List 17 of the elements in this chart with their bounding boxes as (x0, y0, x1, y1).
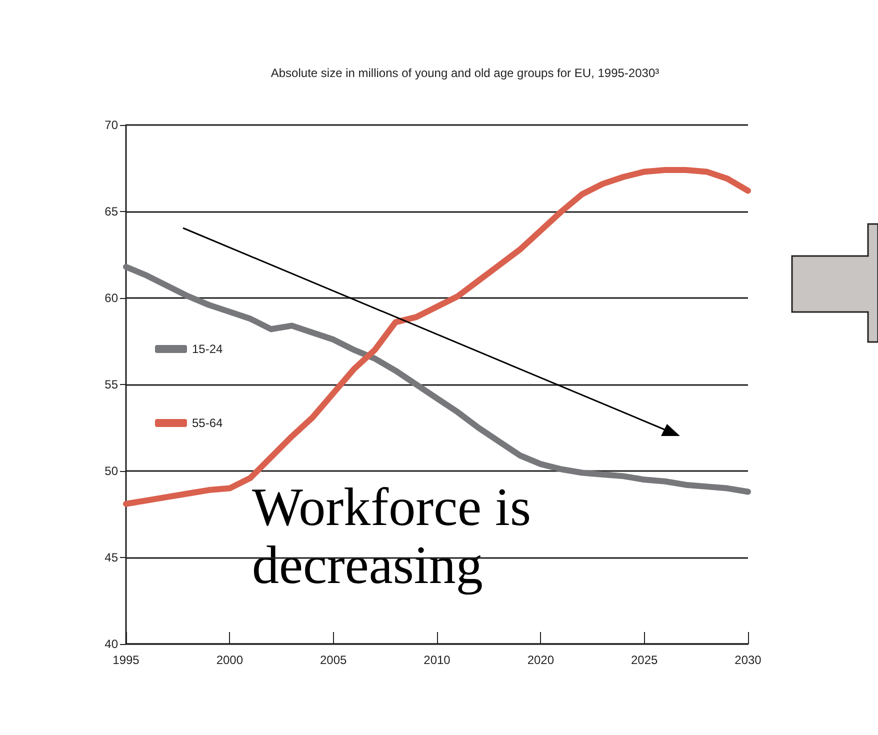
y-tick-label: 60 (104, 291, 118, 305)
x-tick-label: 2010 (424, 653, 451, 667)
x-tick-label: 2025 (630, 653, 658, 667)
x-tick-label: 2000 (216, 653, 244, 667)
y-tick-label: 50 (104, 464, 118, 478)
x-tick-label: 2020 (527, 653, 554, 667)
chart-title: Absolute size in millions of young and old age groups for EU, 1995-2030³ (270, 66, 660, 80)
x-tick-label: 1995 (112, 653, 140, 667)
x-tick-label: 2005 (320, 653, 348, 667)
y-tick-label: 45 (104, 550, 118, 564)
legend-label: 55-64 (192, 416, 224, 430)
y-tick-label: 70 (104, 118, 118, 132)
x-tick-label: 2030 (734, 653, 762, 667)
y-tick-label: 40 (104, 637, 118, 651)
y-tick-label: 55 (104, 378, 118, 392)
y-tick-label: 65 (104, 204, 118, 218)
legend-label: 15-24 (192, 342, 224, 356)
